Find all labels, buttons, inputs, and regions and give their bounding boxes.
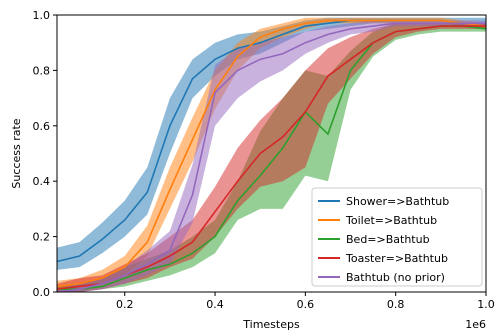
legend-label: Shower=>Bathtub bbox=[346, 195, 449, 208]
x-tick-label: 0.2 bbox=[116, 298, 134, 311]
confidence-bands bbox=[57, 17, 486, 293]
legend-label: Toilet=>Bathtub bbox=[345, 214, 437, 227]
x-axis-label: Timesteps bbox=[242, 318, 300, 331]
series-line-4 bbox=[56, 22, 486, 293]
y-tick-label: 0.8 bbox=[33, 64, 51, 77]
x-axis-offset-label: 1e6 bbox=[465, 318, 486, 331]
band-0 bbox=[57, 17, 486, 270]
y-axis-ticks: 0.0 0.2 0.4 0.6 0.8 1.0 bbox=[33, 9, 57, 299]
y-tick-label: 0.6 bbox=[33, 120, 51, 133]
x-tick-label: 1.0 bbox=[477, 298, 495, 311]
series-lines bbox=[56, 19, 487, 293]
series-line-1 bbox=[56, 19, 487, 288]
y-tick-label: 0.2 bbox=[33, 231, 51, 244]
band-3 bbox=[57, 23, 486, 293]
legend-box bbox=[311, 187, 483, 287]
y-tick-label: 0.0 bbox=[33, 286, 51, 299]
plot-frame bbox=[56, 14, 487, 293]
x-tick-label: 0.4 bbox=[206, 298, 224, 311]
x-tick-label: 0.8 bbox=[387, 298, 405, 311]
x-axis-ticks: 0.2 0.4 0.6 0.8 1.0 bbox=[116, 292, 495, 311]
legend-label: Toaster=>Bathtub bbox=[345, 252, 448, 265]
y-tick-label: 0.4 bbox=[33, 175, 51, 188]
band-4 bbox=[57, 20, 486, 292]
x-tick-label: 0.6 bbox=[297, 298, 315, 311]
y-tick-label: 1.0 bbox=[33, 9, 51, 22]
legend: Shower=>Bathtub Toilet=>Bathtub Bed=>Batht… bbox=[311, 187, 483, 287]
legend-label: Bathtub (no prior) bbox=[346, 271, 445, 284]
legend-label: Bed=>Bathtub bbox=[346, 233, 430, 246]
y-axis-label: Success rate bbox=[10, 118, 23, 188]
